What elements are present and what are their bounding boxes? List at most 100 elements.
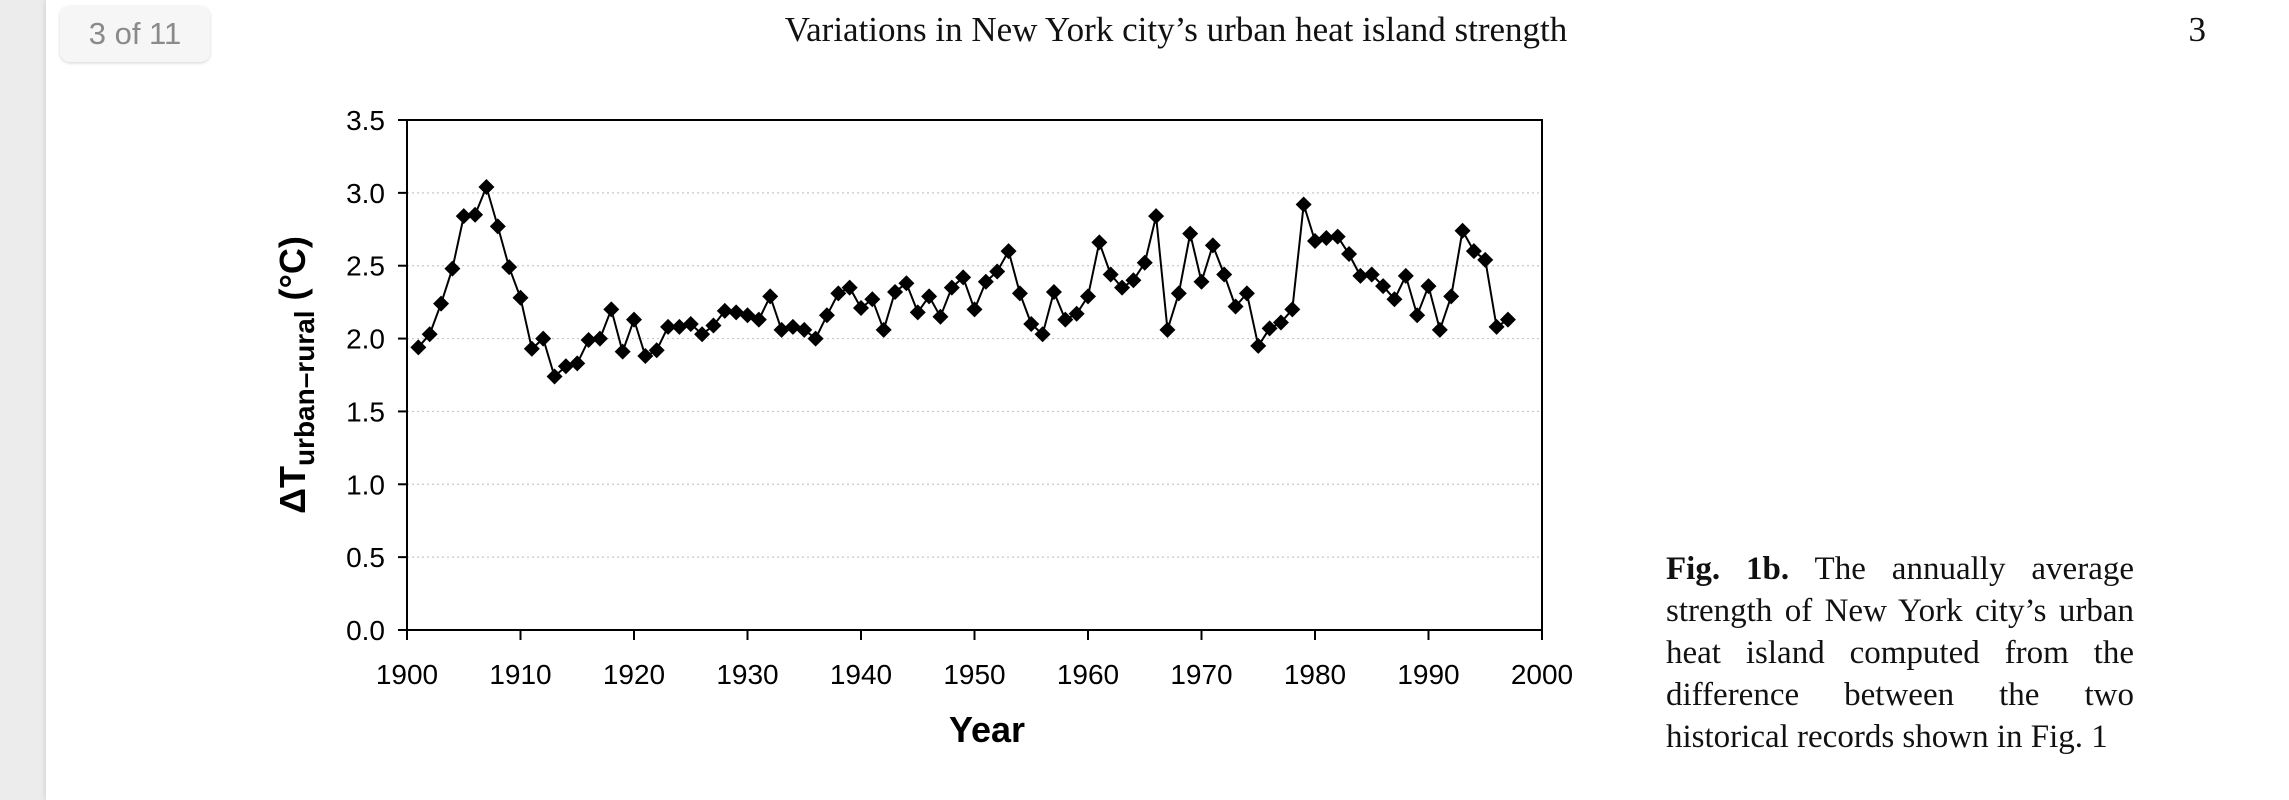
x-tick-label: 2000 [1511, 659, 1573, 690]
data-point-marker [501, 259, 518, 276]
data-point-marker [1420, 278, 1437, 295]
data-point-marker [898, 275, 915, 292]
data-point-marker [523, 340, 540, 357]
running-title: Variations in New York city’s urban heat… [784, 10, 1568, 49]
data-point-marker [1204, 237, 1221, 254]
data-point-marker [1352, 267, 1369, 284]
data-point-marker [546, 368, 563, 385]
data-point-marker [1045, 283, 1062, 300]
data-point-marker [1068, 305, 1085, 322]
data-point-marker [489, 218, 506, 235]
data-point-marker [864, 291, 881, 308]
data-point-marker [1409, 307, 1426, 324]
data-point-marker [626, 311, 642, 328]
data-point-marker [433, 295, 450, 312]
data-point-marker [1125, 272, 1142, 289]
x-tick-label: 1980 [1284, 659, 1346, 690]
data-point-marker [1136, 254, 1153, 271]
data-point-marker [1454, 222, 1471, 239]
x-tick-label: 1910 [489, 659, 551, 690]
data-point-marker [1034, 326, 1051, 343]
data-point-marker [1318, 230, 1335, 247]
data-point-marker [1261, 320, 1278, 337]
data-point-marker [455, 208, 472, 225]
y-axis-ticks: 0.0 0.5 1.0 1.5 2.0 2.5 3.0 3.5 [346, 105, 407, 646]
data-point-marker [1250, 337, 1267, 354]
data-point-marker [932, 308, 949, 325]
x-tick-label: 1920 [603, 659, 665, 690]
data-point-marker [1057, 311, 1074, 328]
x-axis-ticks: 1900 1910 1920 1930 1940 1950 1960 1970 1980 1990… [376, 630, 1573, 690]
x-axis-label: Year [949, 709, 1025, 750]
data-point-marker [614, 343, 631, 360]
data-point-marker [1397, 267, 1414, 284]
data-point-marker [1284, 301, 1301, 318]
y-tick-label: 1.5 [346, 396, 385, 427]
page-number: 3 [2188, 10, 2207, 49]
pdf-page: Variations in New York city’s urban heat… [46, 0, 2289, 800]
data-point-marker [1000, 243, 1017, 260]
data-point-marker [1295, 196, 1312, 213]
data-point-marker [1159, 321, 1176, 338]
x-tick-label: 1950 [943, 659, 1005, 690]
data-point-marker [1375, 278, 1392, 295]
data-point-marker [410, 339, 427, 356]
data-point-marker [1182, 225, 1199, 242]
data-point-marker [773, 321, 790, 338]
data-point-marker [421, 326, 438, 343]
data-point-marker [1499, 311, 1516, 328]
x-tick-label: 1970 [1170, 659, 1232, 690]
data-point-marker [478, 179, 495, 196]
x-tick-label: 1960 [1057, 659, 1119, 690]
data-point-marker [966, 301, 983, 318]
series-markers [410, 179, 1516, 385]
data-point-marker [512, 289, 529, 306]
y-axis-label-subscript: urban–rural [289, 310, 320, 466]
y-axis-label-unit: (°C) [272, 236, 313, 310]
data-point-marker [694, 326, 711, 343]
x-tick-label: 1930 [716, 659, 778, 690]
data-point-marker [569, 355, 586, 372]
data-point-marker [1307, 232, 1323, 249]
y-tick-label: 1.0 [346, 469, 385, 500]
data-point-marker [1023, 316, 1040, 332]
data-point-marker [705, 317, 722, 334]
data-point-marker [728, 304, 745, 321]
x-tick-label: 1990 [1397, 659, 1459, 690]
data-point-marker [1477, 251, 1494, 268]
data-point-marker [591, 330, 608, 347]
data-point-marker [1363, 266, 1380, 283]
y-tick-label: 0.0 [346, 615, 385, 646]
data-point-marker [818, 307, 835, 324]
data-point-marker [989, 263, 1006, 280]
data-point-marker [467, 206, 484, 223]
y-tick-label: 2.5 [346, 251, 385, 282]
data-point-marker [1011, 285, 1028, 302]
data-point-marker [1431, 321, 1448, 338]
data-point-marker [716, 302, 733, 319]
y-axis-label-main: ΔT [272, 466, 313, 514]
data-point-marker [660, 318, 677, 335]
data-point-marker [841, 279, 858, 296]
y-tick-label: 3.0 [346, 178, 385, 209]
data-point-marker [977, 273, 994, 290]
data-point-marker [1148, 208, 1165, 225]
data-point-marker [580, 332, 597, 349]
data-point-marker [887, 283, 904, 300]
data-point-marker [1465, 243, 1482, 260]
data-point-marker [1080, 288, 1096, 305]
data-point-marker [1170, 285, 1187, 302]
data-point-marker [1443, 288, 1460, 305]
data-point-marker [796, 321, 813, 338]
data-point-marker [1114, 279, 1131, 296]
data-point-marker [1272, 314, 1289, 331]
data-point-marker [943, 279, 960, 296]
data-point-marker [1341, 246, 1358, 263]
x-tick-label: 1900 [376, 659, 438, 690]
data-point-marker [853, 299, 869, 316]
page-counter-badge: 3 of 11 [60, 6, 210, 62]
data-point-marker [1091, 234, 1108, 251]
data-point-marker [1386, 291, 1403, 308]
data-point-marker [682, 316, 699, 332]
y-tick-label: 2.0 [346, 324, 385, 355]
